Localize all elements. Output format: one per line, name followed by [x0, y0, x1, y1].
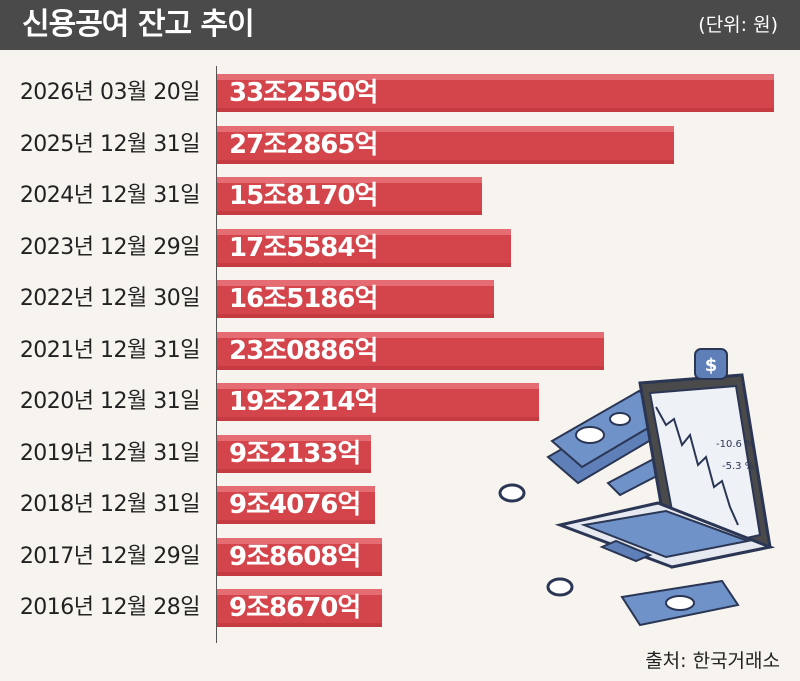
bar — [217, 537, 383, 576]
value-label: 17조5584억 — [229, 232, 378, 263]
value-label: 9조8608억 — [229, 541, 361, 572]
screen-label-1: -10.6 % — [716, 439, 755, 450]
bar — [217, 177, 482, 215]
laptop-keyboard — [554, 501, 776, 569]
svg-text:$: $ — [705, 355, 718, 376]
screen-label-2: -5.3 % — [722, 461, 754, 472]
bar — [217, 125, 675, 164]
unit-label: (단위: 원) — [698, 14, 778, 36]
bar — [217, 486, 375, 524]
banknote-icon — [620, 579, 740, 627]
value-label: 9조2133억 — [229, 438, 361, 469]
bar — [217, 434, 372, 473]
bar — [217, 280, 494, 318]
value-label: 23조0886억 — [229, 335, 378, 366]
category-label: 2019년 12월 31일 — [19, 440, 201, 466]
category-label: 2025년 12월 31일 — [19, 131, 201, 157]
category-label: 2024년 12월 31일 — [19, 183, 201, 208]
value-label: 27조2865억 — [229, 129, 378, 160]
coin-icon — [498, 483, 574, 597]
category-label: 2021년 12월 31일 — [19, 337, 201, 363]
value-label: 33조2550억 — [229, 78, 378, 108]
y-axis-line — [216, 66, 217, 643]
category-label: 2026년 03월 20일 — [19, 80, 201, 105]
value-label: 19조2214억 — [229, 387, 378, 417]
bar — [217, 228, 512, 267]
category-label: 2018년 12월 31일 — [19, 492, 201, 517]
bar — [217, 589, 383, 627]
value-label: 9조8670억 — [229, 593, 361, 623]
chart-title: 신용공여 잔고 추이 — [22, 7, 255, 42]
bar — [217, 74, 774, 112]
value-label: 15조8170억 — [229, 181, 378, 211]
category-label: 2022년 12월 30일 — [19, 286, 201, 311]
laptop-dollar-icon: -10.6 % -5.3 % $ — [498, 348, 776, 627]
header-bar: 신용공여 잔고 추이 (단위: 원) — [0, 0, 800, 50]
category-label: 2020년 12월 31일 — [19, 389, 201, 414]
value-label: 9조4076억 — [229, 490, 361, 520]
bar — [217, 383, 539, 421]
category-label: 2017년 12월 29일 — [19, 543, 201, 569]
category-label: 2016년 12월 28일 — [19, 595, 201, 620]
value-label: 16조5186억 — [229, 284, 378, 314]
dollar-bubble-icon: $ — [694, 348, 728, 380]
bar — [217, 331, 604, 370]
category-label: 2023년 12월 29일 — [19, 234, 201, 260]
cash-stack-icon — [546, 389, 680, 497]
source-label: 출처: 한국거래소 — [645, 650, 780, 672]
